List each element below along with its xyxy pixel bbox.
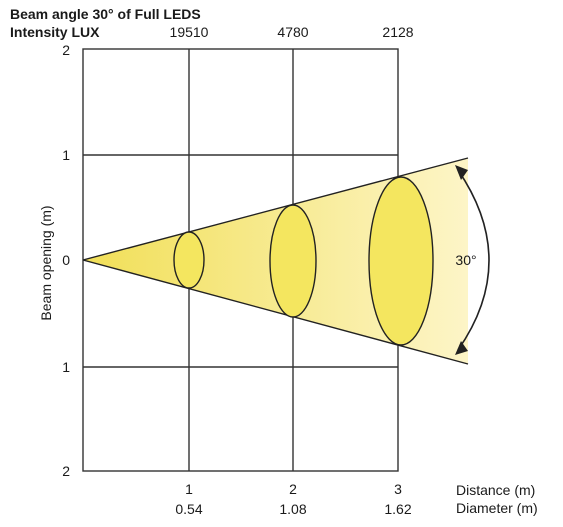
angle-arrow-top: [455, 165, 468, 180]
lux-value-2m: 4780: [277, 24, 308, 40]
beam-angle-label: 30°: [455, 252, 476, 268]
x-distance-2: 2: [289, 481, 297, 497]
y-axis-label: Beam opening (m): [38, 205, 54, 320]
lux-value-3m: 2128: [382, 24, 413, 40]
y-tick-bottom-1: 1: [62, 359, 70, 375]
beam-spot-1m: [173, 231, 205, 289]
y-tick-bottom-2: 2: [62, 463, 70, 479]
angle-arc: [457, 169, 490, 351]
beam-edge-top: [82, 157, 469, 261]
beam-edges: [82, 157, 469, 365]
x-diameter-1: 0.54: [175, 501, 202, 517]
beam-spots: [173, 176, 434, 346]
intensity-label: Intensity LUX: [10, 24, 100, 40]
diameter-axis-label: Diameter (m): [456, 500, 538, 516]
y-tick-top-2: 2: [62, 42, 70, 58]
x-diameter-3: 1.62: [384, 501, 411, 517]
beam-spot-2m: [269, 204, 317, 318]
y-tick-top-1: 1: [62, 147, 70, 163]
diagram-title: Beam angle 30° of Full LEDS: [10, 6, 201, 22]
x-diameter-2: 1.08: [279, 501, 306, 517]
beam-spot-3m: [368, 176, 434, 346]
y-tick-zero: 0: [62, 252, 70, 268]
x-distance-1: 1: [185, 481, 193, 497]
beam-edge-bottom: [82, 259, 469, 365]
distance-axis-label: Distance (m): [456, 482, 535, 498]
lux-value-1m: 19510: [170, 24, 209, 40]
x-distance-3: 3: [394, 481, 402, 497]
angle-arrow-bottom: [455, 341, 468, 355]
